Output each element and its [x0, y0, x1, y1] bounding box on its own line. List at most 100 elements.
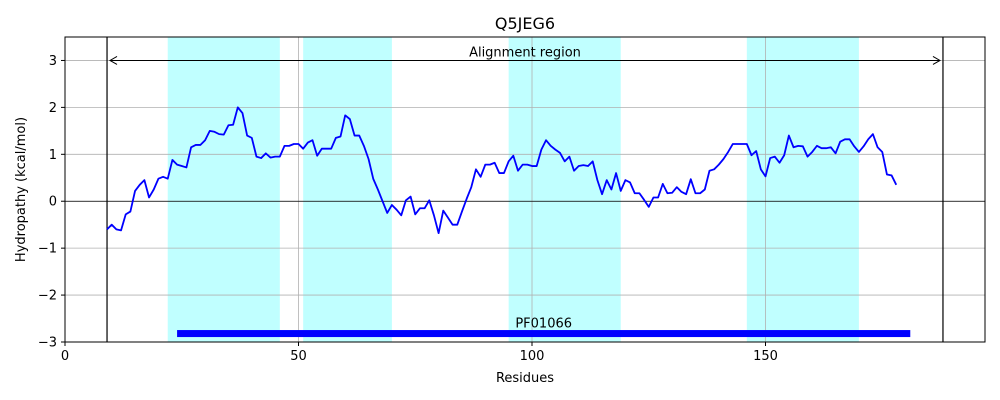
series-point: [466, 198, 468, 200]
series-point: [241, 112, 243, 114]
series-point: [494, 162, 496, 164]
series-point: [316, 155, 318, 157]
series-point: [120, 229, 122, 231]
domain-label: PF01066: [515, 317, 572, 332]
series-point: [447, 217, 449, 219]
alignment-boundaries: [106, 37, 944, 342]
series-point: [106, 228, 108, 230]
series-point: [788, 135, 790, 137]
alignment-arrow: [109, 56, 941, 65]
series-point: [470, 186, 472, 188]
x-axis-ticks: 0 50 100 150: [61, 342, 778, 364]
series-point: [531, 165, 533, 167]
series-point: [863, 145, 865, 147]
series-point: [489, 164, 491, 166]
x-tick-label: 150: [753, 349, 778, 364]
y-tick-label: −2: [38, 289, 57, 304]
series-point: [587, 165, 589, 167]
series-point: [849, 138, 851, 140]
series-point: [227, 124, 229, 126]
series-point: [853, 145, 855, 147]
series-point: [802, 145, 804, 147]
series-point: [825, 147, 827, 149]
highlight-regions: [167, 37, 859, 342]
series-point: [162, 176, 164, 178]
series-point: [115, 228, 117, 230]
series-point: [391, 204, 393, 206]
x-tick-label: 50: [290, 349, 307, 364]
series-point: [456, 224, 458, 226]
series-point: [517, 170, 519, 172]
series-point: [578, 165, 580, 167]
series-point: [783, 154, 785, 156]
series-point: [340, 135, 342, 137]
y-tick-label: 3: [49, 54, 57, 69]
arrow-head-left: [109, 56, 118, 65]
series-point: [620, 190, 622, 192]
series-point: [382, 200, 384, 202]
series-point: [181, 165, 183, 167]
series-point: [298, 143, 300, 145]
series-point: [307, 142, 309, 144]
series-point: [704, 189, 706, 191]
series-point: [288, 145, 290, 147]
series-point: [400, 214, 402, 216]
highlight-region-1: [167, 37, 280, 342]
y-tick-label: 2: [49, 101, 57, 116]
series-point: [638, 192, 640, 194]
series-point: [199, 144, 201, 146]
series-point: [176, 164, 178, 166]
series-point: [526, 164, 528, 166]
series-point: [204, 139, 206, 141]
series-point: [839, 141, 841, 143]
x-tick-label: 100: [520, 349, 545, 364]
series-point: [559, 152, 561, 154]
series-point: [610, 189, 612, 191]
series-point: [601, 193, 603, 195]
series-point: [671, 192, 673, 194]
series-point: [811, 151, 813, 153]
series-point: [629, 181, 631, 183]
series-point: [624, 179, 626, 181]
alignment-region-label: Alignment region: [469, 45, 581, 60]
series-point: [718, 164, 720, 166]
series-point: [279, 156, 281, 158]
series-point: [872, 133, 874, 135]
series-point: [302, 148, 304, 150]
series-point: [732, 143, 734, 145]
series-point: [157, 178, 159, 180]
series-point: [797, 145, 799, 147]
series-point: [643, 199, 645, 201]
series-point: [648, 206, 650, 208]
series-point: [844, 138, 846, 140]
series-point: [713, 168, 715, 170]
series-point: [195, 144, 197, 146]
series-point: [582, 164, 584, 166]
series-point: [522, 164, 524, 166]
series-point: [564, 160, 566, 162]
series-point: [111, 224, 113, 226]
series-point: [171, 159, 173, 161]
series-point: [867, 138, 869, 140]
series-point: [755, 150, 757, 152]
series-point: [213, 131, 215, 133]
series-point: [568, 156, 570, 158]
series-point: [540, 149, 542, 151]
series-point: [185, 166, 187, 168]
series-point: [246, 135, 248, 137]
series-point: [321, 148, 323, 150]
series-point: [877, 146, 879, 148]
x-axis-label: Residues: [496, 371, 554, 386]
series-point: [143, 179, 145, 181]
y-tick-label: 0: [49, 195, 57, 210]
series-point: [419, 207, 421, 209]
series-point: [480, 176, 482, 178]
series-point: [190, 146, 192, 148]
series-point: [685, 193, 687, 195]
series-point: [508, 160, 510, 162]
series-point: [779, 162, 781, 164]
series-point: [125, 213, 127, 215]
series-point: [821, 147, 823, 149]
series-point: [545, 139, 547, 141]
highlight-region-4: [746, 37, 859, 342]
